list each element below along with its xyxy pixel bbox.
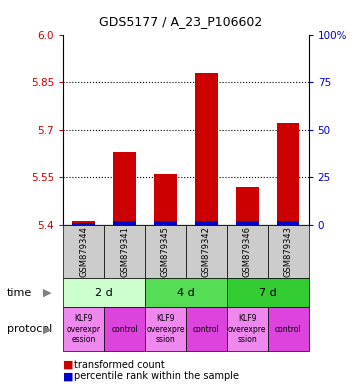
Text: GSM879345: GSM879345 (161, 226, 170, 277)
Text: GSM879341: GSM879341 (120, 226, 129, 277)
Bar (145, 307, 186, 351)
Bar (186, 307, 227, 351)
Bar (72, 222, 95, 225)
Text: GSM879344: GSM879344 (79, 226, 88, 277)
Text: ▶: ▶ (43, 324, 51, 334)
Text: time: time (7, 288, 32, 298)
Text: 7 d: 7 d (259, 288, 277, 298)
Bar (63, 225, 104, 278)
Bar (154, 174, 177, 225)
Bar (63, 278, 145, 307)
Bar (113, 152, 136, 225)
Bar (268, 307, 309, 351)
Bar (227, 225, 268, 278)
Bar (227, 307, 268, 351)
Bar (145, 278, 227, 307)
Bar (268, 225, 309, 278)
Text: GSM879346: GSM879346 (243, 226, 252, 277)
Bar (72, 223, 95, 225)
Bar (113, 221, 136, 225)
Text: control: control (111, 325, 138, 334)
Text: transformed count: transformed count (74, 360, 165, 370)
Text: percentile rank within the sample: percentile rank within the sample (74, 371, 239, 381)
Text: 4 d: 4 d (177, 288, 195, 298)
Text: ▶: ▶ (43, 288, 51, 298)
Text: KLF9
overexpre
ssion: KLF9 overexpre ssion (228, 314, 266, 344)
Bar (104, 225, 145, 278)
Bar (186, 225, 227, 278)
Text: 2 d: 2 d (95, 288, 113, 298)
Text: GSM879343: GSM879343 (284, 226, 293, 277)
Bar (145, 225, 186, 278)
Bar (104, 307, 145, 351)
Bar (195, 73, 218, 225)
Text: KLF9
overexpre
ssion: KLF9 overexpre ssion (146, 314, 185, 344)
Text: GSM879342: GSM879342 (202, 226, 211, 277)
Bar (154, 221, 177, 225)
Text: ■: ■ (63, 360, 74, 370)
Bar (277, 123, 299, 225)
Bar (236, 187, 258, 225)
Bar (236, 221, 258, 225)
Text: protocol: protocol (7, 324, 52, 334)
Text: GDS5177 / A_23_P106602: GDS5177 / A_23_P106602 (99, 15, 262, 28)
Bar (195, 221, 218, 225)
Bar (63, 307, 104, 351)
Text: control: control (275, 325, 301, 334)
Bar (227, 278, 309, 307)
Text: ■: ■ (63, 371, 74, 381)
Bar (277, 221, 299, 225)
Text: control: control (193, 325, 220, 334)
Text: KLF9
overexpr
ession: KLF9 overexpr ession (67, 314, 101, 344)
